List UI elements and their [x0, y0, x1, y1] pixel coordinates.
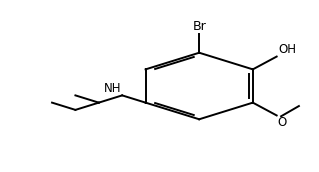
Text: OH: OH [278, 43, 296, 56]
Text: Br: Br [192, 20, 206, 33]
Text: NH: NH [103, 82, 121, 95]
Text: O: O [278, 116, 287, 129]
